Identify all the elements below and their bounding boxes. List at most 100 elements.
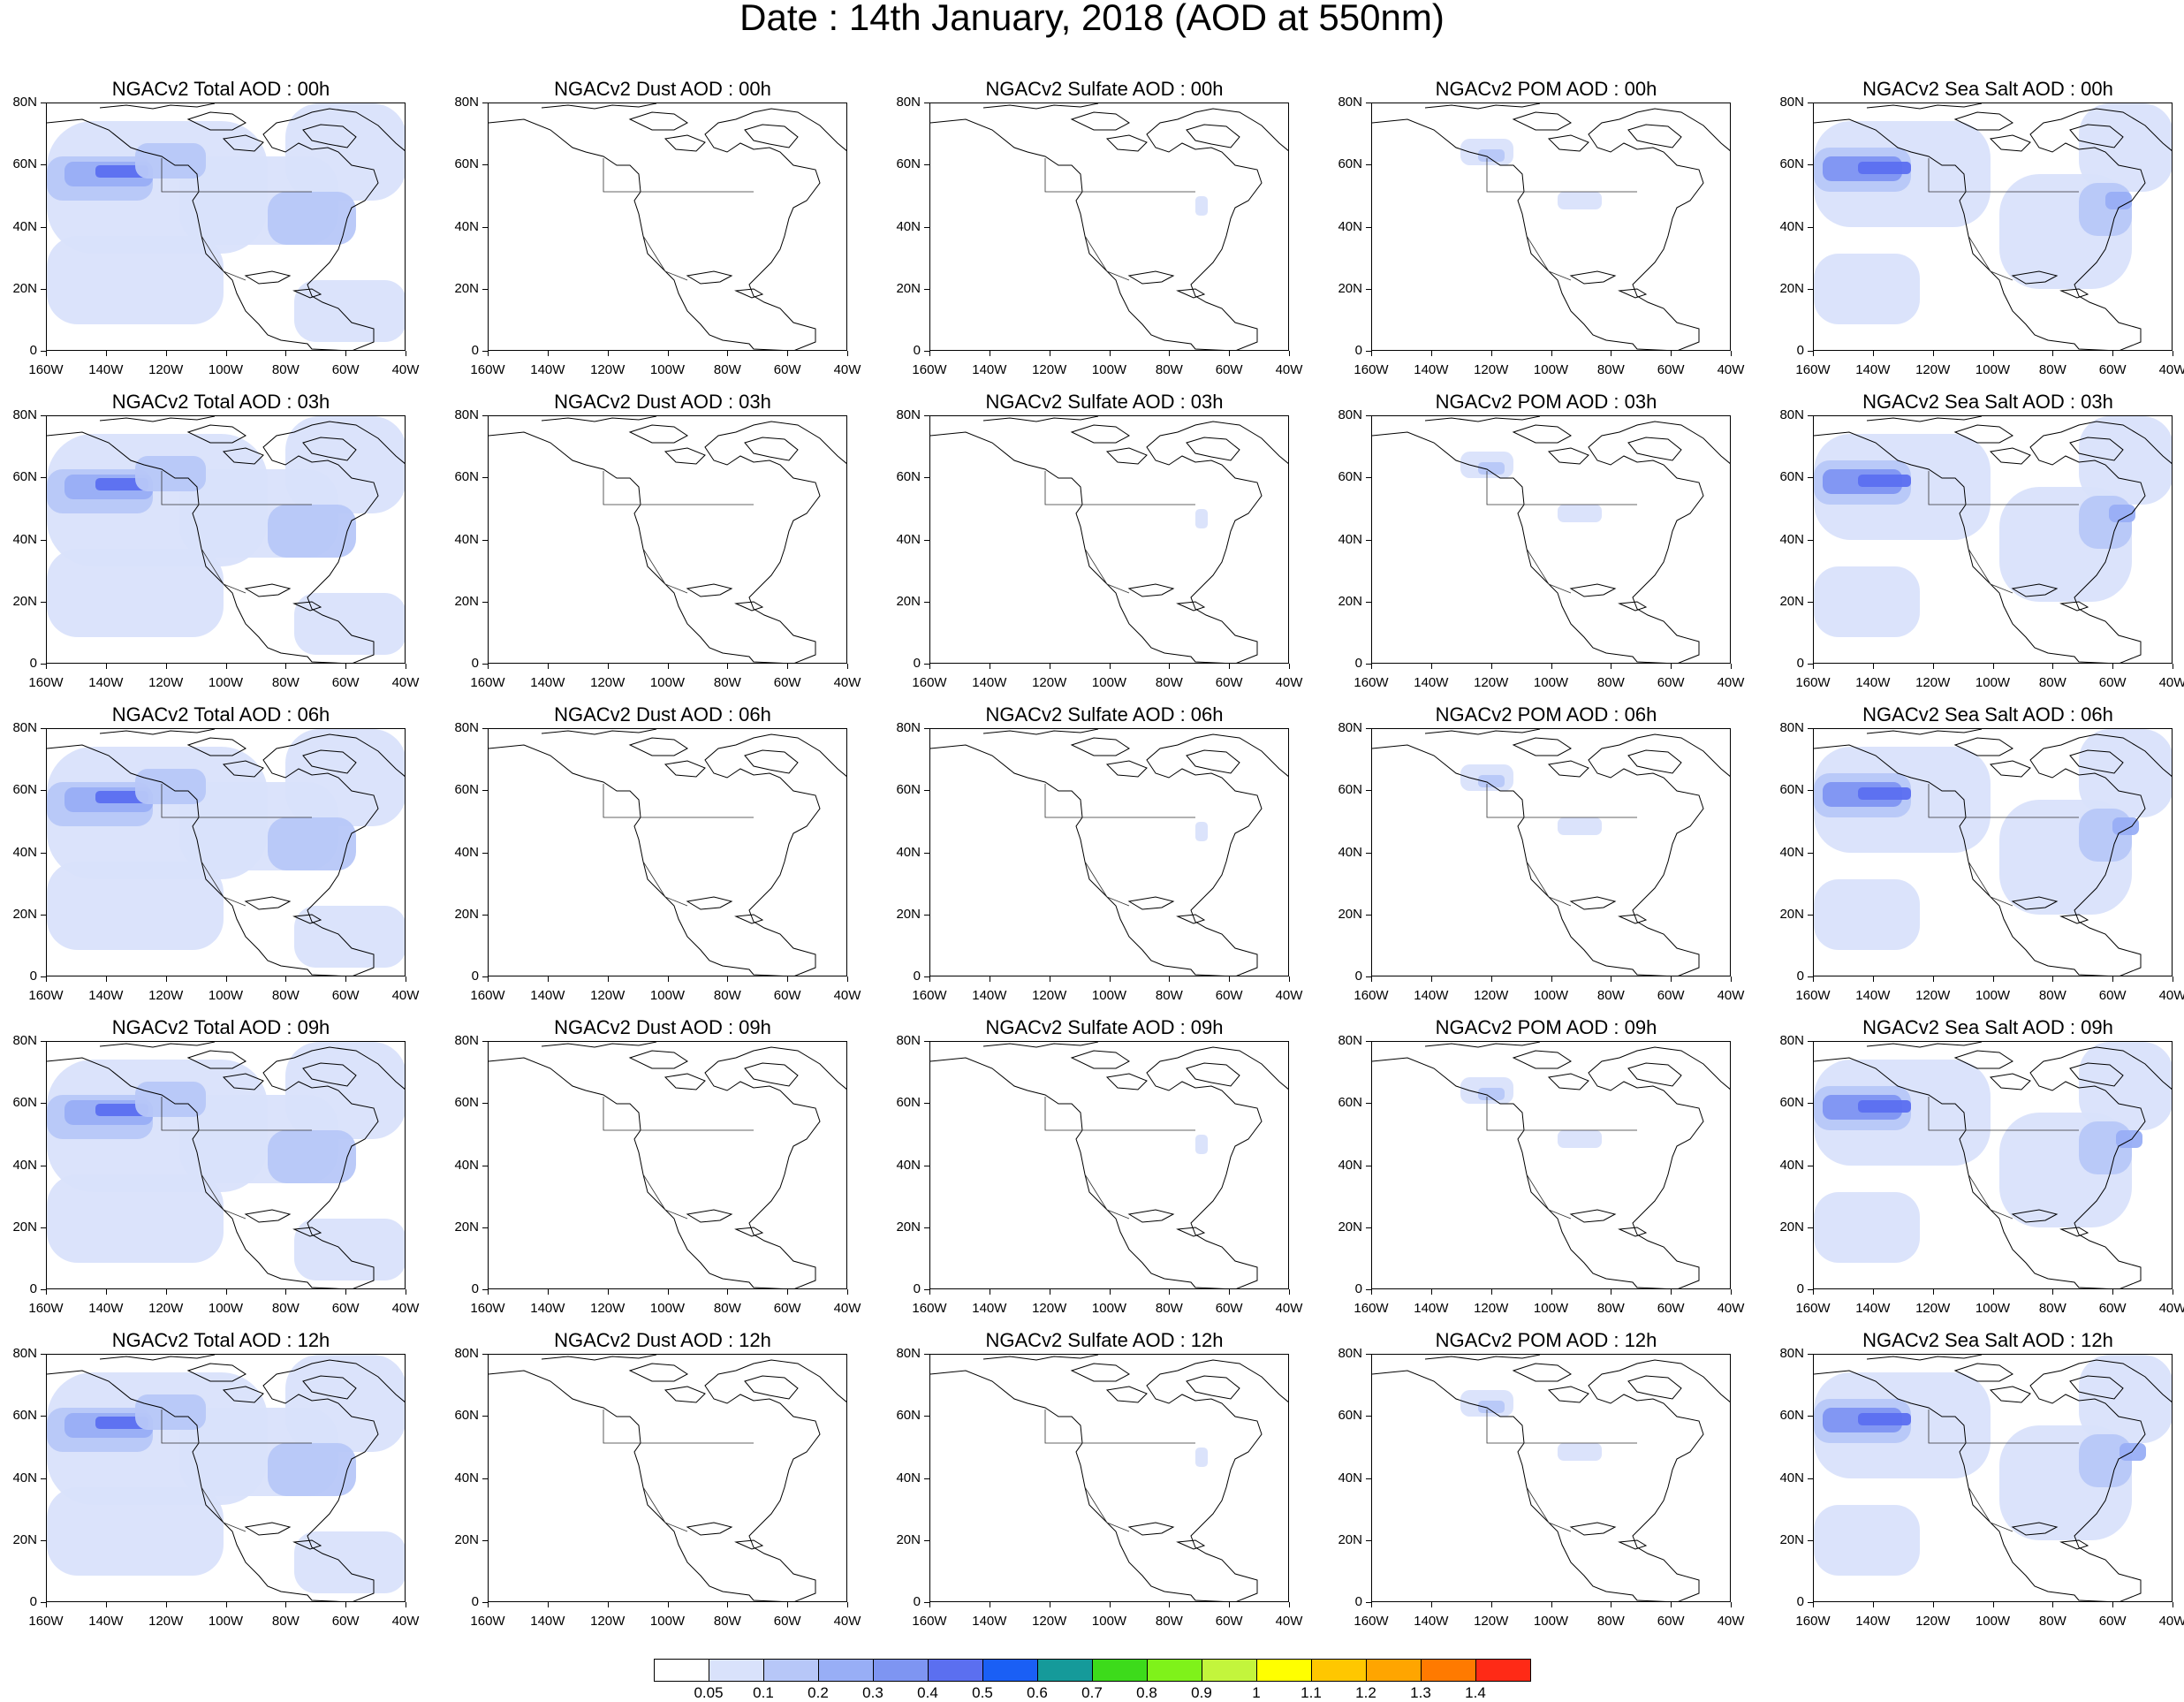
aod-plume: [1814, 879, 1920, 950]
lat-tick: [924, 1416, 929, 1417]
aod-plume: [294, 906, 405, 968]
coastline: [982, 1042, 1099, 1048]
lon-tick: [727, 664, 729, 669]
map-panel-seasalt: NGACv2 Sea Salt AOD : 06h 80N 60N 40N 20N 0 16…: [1767, 703, 2184, 1013]
country-border: [201, 1486, 246, 1532]
aod-map: [489, 1355, 846, 1601]
lat-tick: [924, 1539, 929, 1541]
lon-tick-label: 120W: [1915, 362, 1951, 377]
lon-tick: [1109, 1602, 1111, 1607]
lat-tick-label: 20N: [12, 280, 37, 296]
map-frame: [929, 728, 1289, 976]
lon-tick-label: 100W: [1533, 988, 1569, 1003]
lon-tick-label: 60W: [331, 1301, 360, 1316]
lon-tick: [929, 664, 930, 669]
map-panel-sulfate: NGACv2 Sulfate AOD : 09h 80N 60N 40N 20N 0 160…: [883, 1016, 1325, 1326]
lon-tick: [607, 1289, 609, 1295]
lon-tick-label: 60W: [331, 1614, 360, 1629]
lat-tick: [41, 415, 46, 416]
country-border: [1928, 784, 2079, 818]
coastline: [1186, 1062, 1240, 1087]
lon-tick: [1229, 976, 1231, 982]
coastline: [930, 108, 1288, 350]
aod-plume: [95, 1417, 148, 1429]
lat-tick-label: 40N: [1338, 844, 1362, 860]
lon-tick-label: 160W: [28, 362, 64, 377]
colorbar-label: 1.3: [1410, 1684, 1431, 1701]
lon-tick-label: 40W: [1717, 675, 1745, 690]
panel-title: NGACv2 Sulfate AOD : 00h: [985, 78, 1224, 100]
coastline: [2011, 1522, 2059, 1536]
colorbar-cell: [1202, 1659, 1257, 1682]
country-border: [1084, 1486, 1130, 1532]
coastline: [1512, 1363, 1572, 1382]
lon-tick-label: 80W: [1155, 1301, 1183, 1316]
lon-tick: [1289, 1602, 1290, 1607]
coastline: [1070, 111, 1130, 131]
lon-tick: [225, 1602, 227, 1607]
lon-tick-label: 140W: [972, 988, 1007, 1003]
lat-tick-label: 80N: [454, 1346, 479, 1361]
lon-tick: [1229, 664, 1231, 669]
coastline: [744, 437, 799, 461]
lon-tick-label: 100W: [1533, 1301, 1569, 1316]
aod-plume: [1858, 1100, 1911, 1113]
lat-tick-label: 0: [1796, 656, 1804, 671]
lon-tick-label: 140W: [972, 1301, 1007, 1316]
lat-tick: [1366, 1416, 1371, 1417]
lat-tick-label: 20N: [454, 1219, 479, 1235]
coastline: [1814, 108, 2172, 350]
lon-tick-label: 140W: [88, 362, 124, 377]
aod-plume: [1858, 162, 1911, 174]
coastline: [734, 601, 764, 612]
lat-tick-label: 60N: [454, 782, 479, 798]
lat-tick-label: 40N: [1779, 1470, 1804, 1485]
lon-tick: [1872, 1602, 1874, 1607]
coastline: [1424, 729, 1541, 735]
lon-tick: [1551, 976, 1552, 982]
panel-title: NGACv2 Sea Salt AOD : 12h: [1862, 1329, 2113, 1351]
lon-tick-label: 100W: [208, 1301, 244, 1316]
lat-tick: [1808, 539, 1813, 541]
lon-tick-label: 40W: [2158, 1301, 2184, 1316]
lat-tick-label: 40N: [1338, 1157, 1362, 1173]
lon-tick: [1992, 976, 1994, 982]
lat-tick-label: 20N: [896, 1219, 921, 1235]
lon-tick: [105, 351, 107, 356]
lon-tick: [1671, 664, 1672, 669]
lat-tick-label: 60N: [12, 1408, 37, 1424]
panel-title: NGACv2 Sulfate AOD : 03h: [985, 391, 1224, 413]
lon-tick: [1109, 976, 1111, 982]
lon-tick-label: 80W: [1596, 1614, 1625, 1629]
lon-tick: [345, 664, 347, 669]
coastline: [628, 1363, 688, 1382]
lon-tick-label: 120W: [1032, 1614, 1067, 1629]
lat-tick-label: 60N: [12, 1095, 37, 1111]
lon-tick: [547, 976, 549, 982]
lat-tick: [1366, 1227, 1371, 1228]
colorbar-label: 0.1: [753, 1684, 774, 1701]
lon-tick-label: 140W: [88, 988, 124, 1003]
coastline: [222, 760, 264, 778]
map-frame: [488, 415, 847, 664]
country-border: [1968, 548, 2013, 594]
lon-tick: [1731, 351, 1732, 356]
map-frame: [46, 103, 406, 351]
lat-tick-label: 40N: [12, 844, 37, 860]
lat-tick-label: 80N: [454, 95, 479, 110]
lat-tick-label: 20N: [454, 280, 479, 296]
lon-tick-label: 60W: [773, 675, 801, 690]
lon-tick-label: 100W: [1975, 1301, 2011, 1316]
lat-tick-label: 0: [471, 656, 479, 671]
lon-tick-label: 140W: [972, 1614, 1007, 1629]
lat-tick: [482, 1354, 488, 1355]
lon-tick: [667, 664, 669, 669]
lon-tick-label: 100W: [1091, 1614, 1127, 1629]
coastline: [1814, 1359, 2172, 1601]
lon-tick: [2112, 1602, 2114, 1607]
coastline: [541, 729, 657, 735]
aod-map: [47, 103, 405, 350]
colorbar-cell: [1366, 1659, 1422, 1682]
coastline: [1512, 737, 1572, 756]
lat-tick-label: 60N: [1338, 1408, 1362, 1424]
